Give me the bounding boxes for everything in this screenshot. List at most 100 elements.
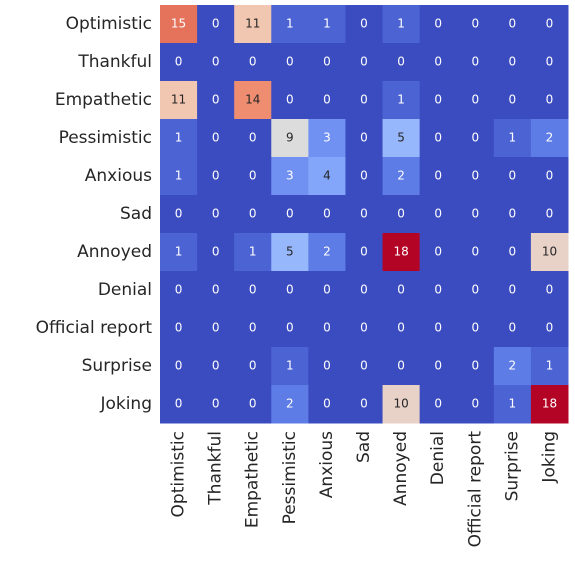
cell-label: 0 — [471, 55, 479, 69]
y-tick-label: Optimistic — [66, 14, 152, 34]
cell-label: 0 — [323, 55, 331, 69]
heat-cell — [345, 81, 384, 120]
heat-cell — [197, 385, 235, 424]
cell-label: 0 — [175, 321, 183, 335]
cell-label: 0 — [471, 169, 479, 183]
cell-label: 0 — [360, 55, 368, 69]
heat-cell — [456, 195, 495, 234]
heat-cell — [234, 271, 272, 310]
heat-cell — [271, 81, 309, 120]
heat-cell — [493, 271, 532, 310]
cell-label: 0 — [323, 283, 331, 297]
heat-cell — [382, 347, 421, 386]
cell-label: 0 — [471, 245, 479, 259]
heat-cell — [530, 347, 569, 386]
cell-label: 0 — [323, 359, 331, 373]
cell-label: 1 — [323, 17, 331, 31]
heat-cell — [234, 309, 272, 348]
heat-cell — [197, 43, 235, 82]
cell-label: 0 — [546, 55, 554, 69]
heat-cell — [456, 5, 495, 44]
cell-label: 1 — [509, 397, 517, 411]
heat-cell — [530, 309, 569, 348]
heat-cell — [456, 157, 495, 196]
heat-cell — [530, 271, 569, 310]
heat-cell — [160, 81, 198, 120]
x-tick-label: Empathetic — [243, 431, 263, 528]
cell-label: 0 — [509, 321, 517, 335]
heat-cell — [308, 157, 346, 196]
heat-cell — [419, 309, 458, 348]
cell-label: 0 — [546, 283, 554, 297]
heat-cell — [530, 195, 569, 234]
cell-label: 0 — [360, 93, 368, 107]
heat-cell — [382, 43, 421, 82]
cell-label: 0 — [509, 245, 517, 259]
y-tick-label: Pessimistic — [59, 128, 152, 148]
cell-label: 0 — [212, 321, 220, 335]
heat-cell — [530, 43, 569, 82]
cell-label: 0 — [471, 359, 479, 373]
cell-label: 0 — [286, 55, 294, 69]
heat-cell — [419, 43, 458, 82]
heat-cell — [419, 347, 458, 386]
cell-label: 0 — [212, 283, 220, 297]
heat-cell — [308, 233, 346, 272]
cell-label: 0 — [471, 93, 479, 107]
cell-label: 0 — [509, 17, 517, 31]
cell-label: 0 — [509, 169, 517, 183]
heat-cell — [271, 309, 309, 348]
cell-label: 2 — [286, 397, 294, 411]
cell-label: 0 — [360, 245, 368, 259]
heat-cell — [308, 309, 346, 348]
heat-cell — [419, 5, 458, 44]
heat-cell — [493, 385, 532, 424]
heat-cell — [271, 43, 309, 82]
heat-cell — [345, 385, 384, 424]
cell-label: 15 — [171, 17, 186, 31]
heat-cell — [234, 43, 272, 82]
heat-cell — [197, 5, 235, 44]
cell-label: 18 — [542, 397, 557, 411]
cell-label: 0 — [434, 93, 442, 107]
cell-label: 10 — [542, 245, 557, 259]
heat-cell — [530, 157, 569, 196]
cell-label: 0 — [471, 17, 479, 31]
cell-label: 0 — [212, 245, 220, 259]
heat-cell — [160, 271, 198, 310]
cell-label: 0 — [471, 283, 479, 297]
cell-label: 14 — [245, 93, 260, 107]
cell-label: 0 — [397, 55, 405, 69]
cell-label: 0 — [212, 169, 220, 183]
heat-cell — [345, 271, 384, 310]
cell-label: 0 — [434, 283, 442, 297]
heat-cell — [345, 119, 384, 158]
cell-label: 0 — [323, 321, 331, 335]
heat-cell — [493, 5, 532, 44]
heat-cell — [382, 5, 421, 44]
cell-label: 0 — [360, 131, 368, 145]
cell-label: 0 — [434, 321, 442, 335]
heat-cell — [234, 385, 272, 424]
cell-label: 4 — [323, 169, 331, 183]
cell-label: 0 — [434, 131, 442, 145]
cell-label: 11 — [171, 93, 186, 107]
heat-cell — [345, 347, 384, 386]
heat-cell — [308, 347, 346, 386]
heat-cell — [382, 195, 421, 234]
cell-label: 3 — [323, 131, 331, 145]
cell-label: 5 — [397, 131, 405, 145]
heat-cell — [197, 157, 235, 196]
cell-label: 0 — [175, 397, 183, 411]
cell-label: 5 — [286, 245, 294, 259]
heat-cell — [493, 309, 532, 348]
cell-label: 2 — [397, 169, 405, 183]
y-tick-label: Joking — [99, 394, 152, 414]
heat-cell — [234, 157, 272, 196]
heat-cell — [345, 157, 384, 196]
cell-label: 0 — [434, 55, 442, 69]
heat-cell — [271, 157, 309, 196]
heat-cell — [345, 309, 384, 348]
heat-cell — [456, 309, 495, 348]
